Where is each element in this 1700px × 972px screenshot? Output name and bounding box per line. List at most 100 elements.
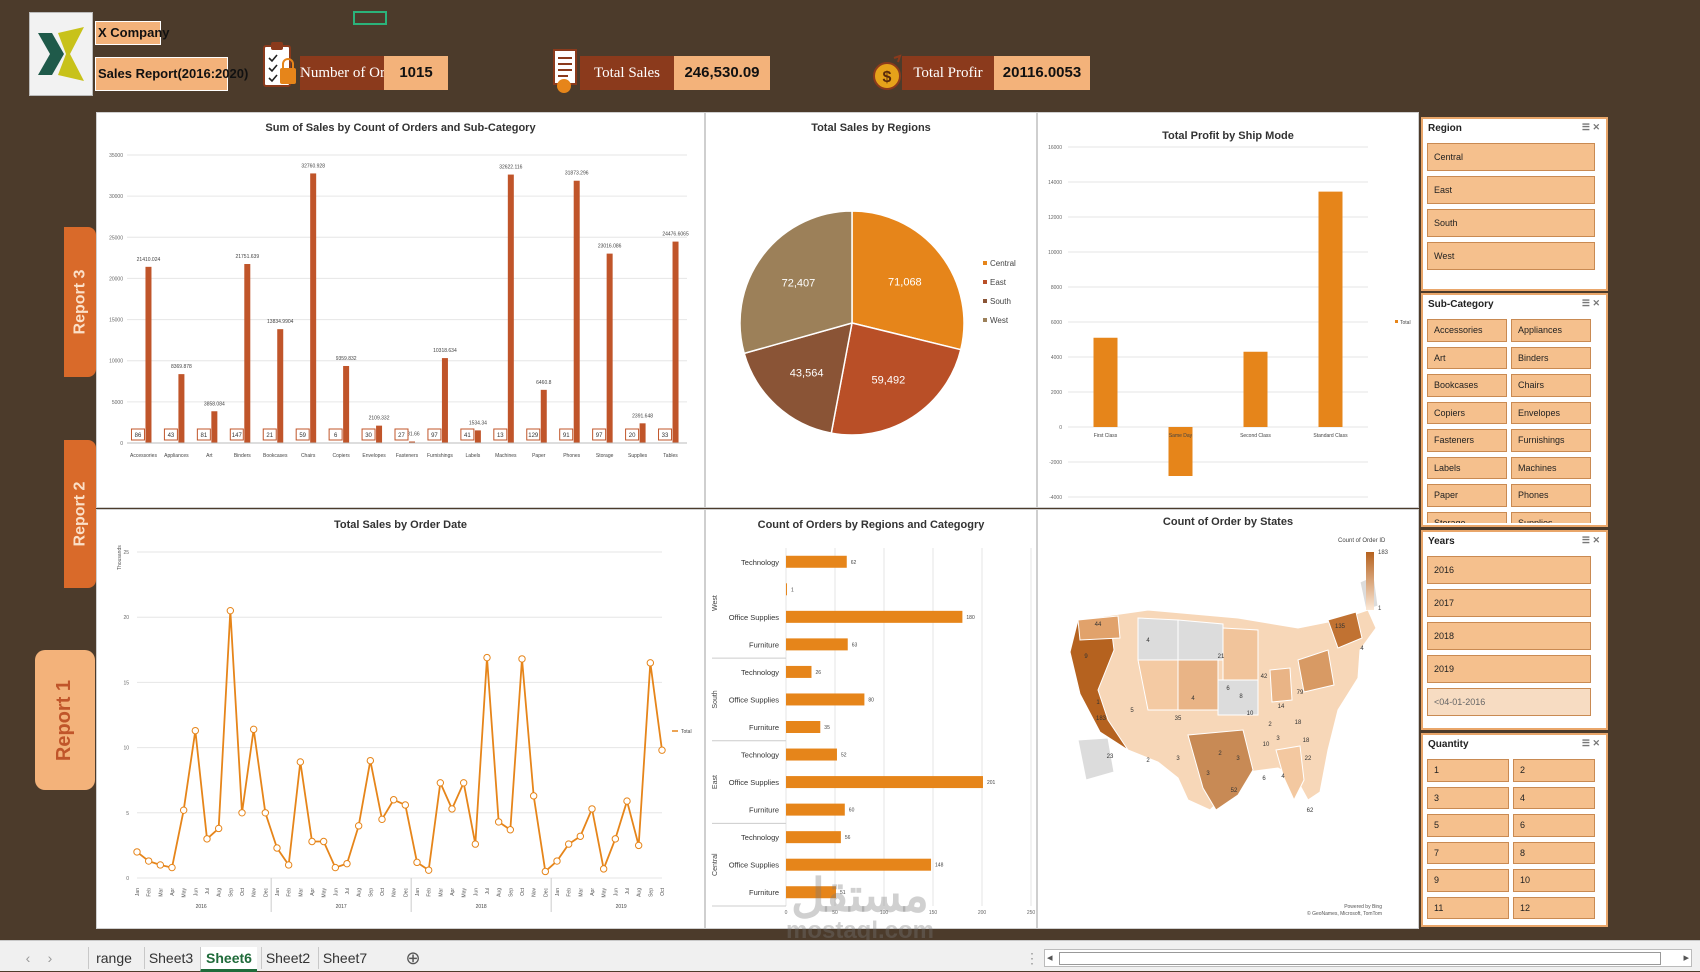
report-1-tab[interactable]: Report 1 xyxy=(35,650,95,790)
c1-count-label: 33 xyxy=(662,433,669,439)
c5-bar xyxy=(786,665,812,678)
report-3-tab[interactable]: Report 3 xyxy=(64,227,96,377)
slicer-item[interactable]: Envelopes xyxy=(1511,401,1591,424)
map-state-count: 2 xyxy=(1146,758,1150,764)
scroll-right-icon[interactable]: ▸ xyxy=(1683,952,1689,964)
slicer-item[interactable]: 2019 xyxy=(1427,655,1591,683)
sales-by-date-panel: Total Sales by Order Date 0 5 10 15 20 25 Thou… xyxy=(96,509,705,929)
sheet-tab-range[interactable]: range xyxy=(88,947,139,969)
slicer-item[interactable]: 10 xyxy=(1513,869,1595,892)
clear-filter-icon[interactable]: ☰ ✕ xyxy=(1581,738,1600,748)
slicer-item[interactable]: Labels xyxy=(1427,456,1507,479)
c4-point xyxy=(308,837,316,846)
slicer-item[interactable]: 7 xyxy=(1427,841,1509,864)
map-state-count: 79 xyxy=(1297,690,1304,696)
orders-by-state-panel: Count of Order by States Count of Order … xyxy=(1037,509,1419,929)
c4-month-label: Jan xyxy=(555,888,561,896)
c1-count-box xyxy=(328,428,343,441)
c1-value-label: 2109.332 xyxy=(369,416,390,422)
slicer-item[interactable]: Storage xyxy=(1427,511,1507,523)
c1-count-box xyxy=(361,428,376,441)
sheet-tab-sheet6[interactable]: Sheet6 xyxy=(200,947,257,972)
scroll-left-icon[interactable]: ◂ xyxy=(1047,952,1053,964)
slicer-item[interactable]: Chairs xyxy=(1511,374,1591,397)
us-map-shape xyxy=(1069,575,1379,811)
slicer-item[interactable]: 11 xyxy=(1427,896,1509,919)
c3-ytick: -4000 xyxy=(1049,495,1062,501)
c1-value-label: 10318.634 xyxy=(433,348,457,354)
slicer-item[interactable]: 9 xyxy=(1427,869,1509,892)
clear-filter-icon[interactable]: ☰ ✕ xyxy=(1581,535,1600,545)
slicer-item[interactable]: 2017 xyxy=(1427,589,1591,617)
c3-category-label: Same Day xyxy=(1169,433,1193,439)
c4-point xyxy=(623,797,631,805)
c4-point xyxy=(226,606,235,615)
slicer-item[interactable]: 2 xyxy=(1513,759,1595,782)
slicer-item[interactable]: Appliances xyxy=(1511,319,1591,342)
slicer-item[interactable]: Art xyxy=(1427,346,1507,369)
c5-bar xyxy=(786,721,821,733)
horizontal-scrollbar[interactable]: ◂ ▸ xyxy=(1044,949,1692,967)
sheet-tab-sheet3[interactable]: Sheet3 xyxy=(144,947,197,969)
selected-shape[interactable] xyxy=(353,11,387,25)
add-sheet-icon[interactable]: ⊕ xyxy=(405,948,421,968)
mostaql-watermark: مستقل mostaql.com xyxy=(785,869,935,944)
clear-filter-icon[interactable]: ☰ ✕ xyxy=(1581,122,1600,132)
c4-year-label: 2019 xyxy=(616,904,627,910)
sheet-tab-sheet2[interactable]: Sheet2 xyxy=(261,947,314,969)
slicer-item[interactable]: <04-01-2016 xyxy=(1427,688,1591,716)
slicer-item[interactable]: Bookcases xyxy=(1427,374,1507,397)
slicer-item[interactable]: Machines xyxy=(1511,456,1591,479)
slicer-item[interactable]: Paper xyxy=(1427,484,1507,507)
c1-bar xyxy=(244,264,251,443)
map-state-count: 4 xyxy=(1191,696,1195,702)
c4-month-label: Feb xyxy=(147,888,153,897)
slicer-item[interactable]: Supplies xyxy=(1511,511,1591,523)
c3-bar xyxy=(1243,351,1268,427)
slicer-item[interactable]: 4 xyxy=(1513,786,1595,809)
c1-value-label: 23016.086 xyxy=(598,244,622,250)
slicer-item[interactable]: 5 xyxy=(1427,814,1509,837)
slicer-item[interactable]: Accessories xyxy=(1427,319,1507,342)
sheet-tab-sheet7[interactable]: Sheet7 xyxy=(318,947,371,969)
slicer-item[interactable]: Binders xyxy=(1511,346,1591,369)
report-2-tab[interactable]: Report 2 xyxy=(64,440,96,588)
scroll-thumb[interactable] xyxy=(1059,952,1661,965)
sales-by-subcategory-panel: Sum of Sales by Count of Orders and Sub-… xyxy=(96,112,705,508)
c1-count-box xyxy=(394,428,409,441)
slicer-item[interactable]: 2018 xyxy=(1427,622,1591,650)
slicer-item[interactable]: East xyxy=(1427,176,1595,204)
slicer-item[interactable]: 1 xyxy=(1427,759,1509,782)
c4-month-label: Dec xyxy=(263,888,269,897)
slicer-item[interactable]: 3 xyxy=(1427,786,1509,809)
slicer-item[interactable]: Central xyxy=(1427,143,1595,171)
c4-point xyxy=(611,835,620,843)
slicer-item[interactable]: 12 xyxy=(1513,896,1595,919)
slicer-item[interactable]: Phones xyxy=(1511,484,1591,507)
slicer-item[interactable]: 2016 xyxy=(1427,556,1591,584)
slicer-item[interactable]: South xyxy=(1427,209,1595,237)
kpi-orders-value: 1015 xyxy=(384,56,448,90)
c4-month-label: Feb xyxy=(567,888,573,897)
slicer-item[interactable]: West xyxy=(1427,242,1595,270)
slicer-item[interactable]: Furnishings xyxy=(1511,429,1591,452)
c4-month-label: Jan xyxy=(415,888,421,896)
c2-slice xyxy=(739,210,853,355)
c4-point xyxy=(343,859,351,868)
sales-by-region-pie: 71,068 59,492 43,564 72,407 Central East South… xyxy=(739,210,1016,436)
slicer-item[interactable]: Fasteners xyxy=(1427,429,1507,452)
c1-bar xyxy=(639,423,646,443)
region-slicer-header: Region ☰ ✕ xyxy=(1428,122,1600,134)
slicer-item[interactable]: 8 xyxy=(1513,841,1595,864)
years-slicer-header: Years ☰ ✕ xyxy=(1428,535,1600,547)
clear-filter-icon[interactable]: ☰ ✕ xyxy=(1581,298,1600,308)
slicer-item[interactable]: Copiers xyxy=(1427,401,1507,424)
c4-point xyxy=(413,858,421,867)
prev-sheet-icon[interactable]: ‹ xyxy=(25,950,31,966)
kpi-orders-label: Number of Orders xyxy=(300,56,384,90)
tab-splitter[interactable]: ⋮ xyxy=(1025,950,1039,966)
slicer-item[interactable]: 6 xyxy=(1513,814,1595,837)
next-sheet-icon[interactable]: › xyxy=(47,950,53,966)
